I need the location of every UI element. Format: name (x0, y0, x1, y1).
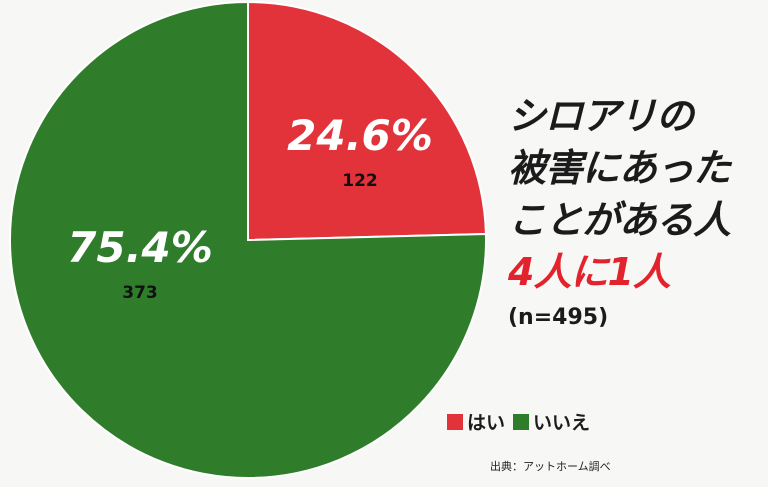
pie-slice-no (9, 0, 487, 479)
headline-line-2: 被害にあった (508, 146, 731, 190)
legend: はい いいえ (447, 408, 598, 435)
headline-ratio: 4人に1人 (508, 250, 671, 294)
legend-item-no: いいえ (513, 408, 590, 435)
data-label-count-yes: 122 (342, 171, 378, 191)
legend-label-no: いいえ (533, 412, 591, 434)
source-note: 出典：アットホーム調べ (490, 460, 611, 473)
legend-item-yes: はい (447, 408, 505, 435)
headline-line-1: シロアリの (508, 94, 694, 138)
data-label-percent-no: 75.4% (67, 223, 213, 272)
data-label-count-no: 373 (122, 283, 158, 303)
sample-size: (n=495) (508, 305, 609, 330)
legend-label-yes: はい (467, 412, 506, 434)
legend-swatch-yes (447, 413, 463, 430)
data-label-percent-yes: 24.6% (287, 111, 433, 160)
headline: シロアリの 被害にあった ことがある人 4人に1人 (n=495) (508, 90, 758, 338)
headline-line-3: ことがある人 (508, 198, 731, 242)
pie-slice-yes (247, 0, 487, 242)
legend-swatch-no (513, 413, 530, 430)
